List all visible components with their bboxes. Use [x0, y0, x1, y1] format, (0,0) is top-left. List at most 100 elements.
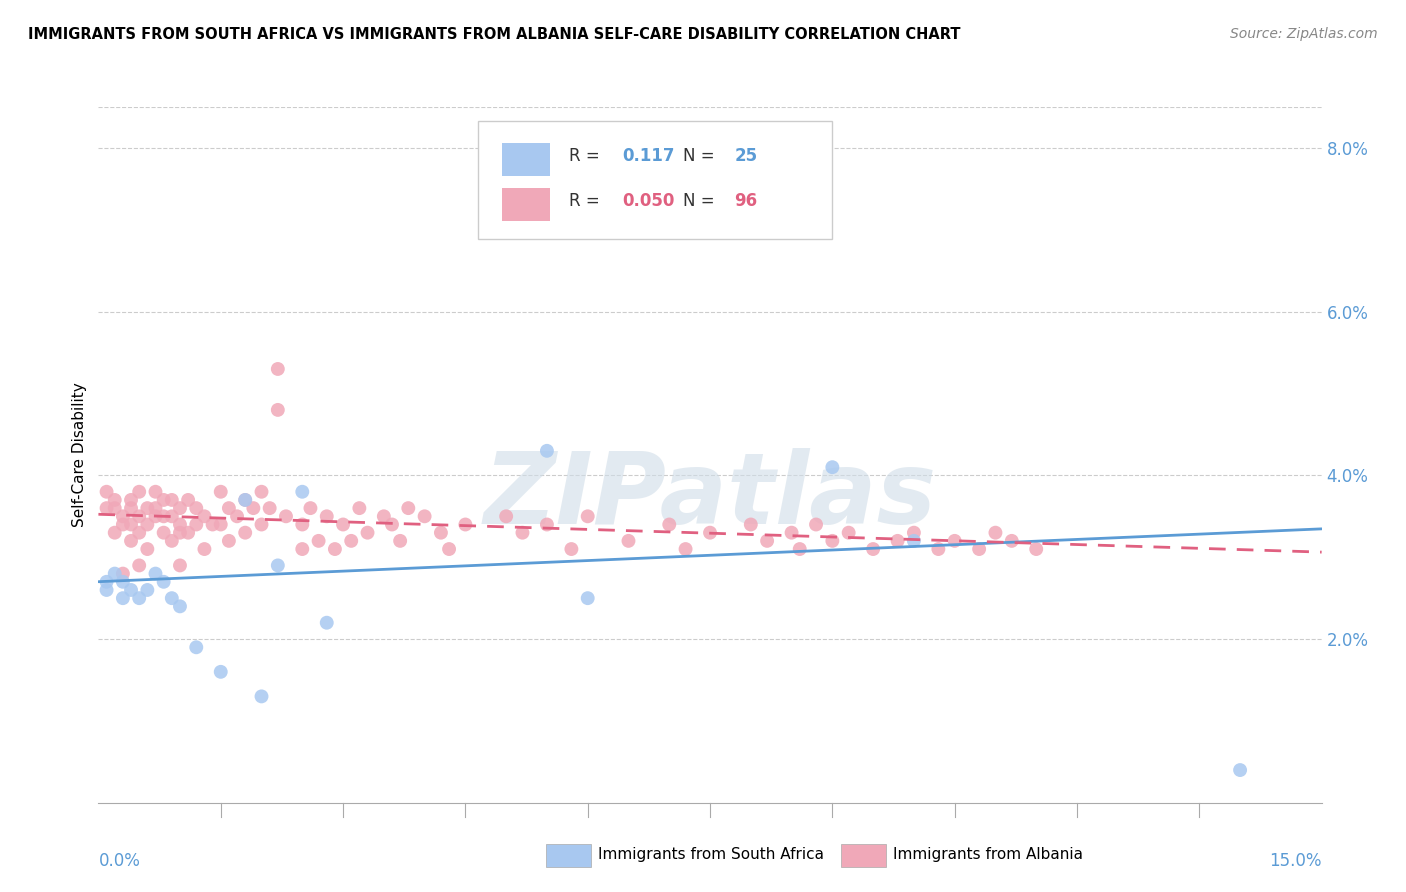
Point — [145, 501, 167, 516]
Point — [1001, 533, 1024, 548]
Point — [804, 517, 827, 532]
Point — [177, 492, 200, 507]
Point — [96, 582, 118, 597]
Point — [226, 509, 249, 524]
Point — [903, 533, 925, 548]
Point — [699, 525, 721, 540]
Point — [396, 501, 419, 516]
Point — [536, 443, 558, 458]
Point — [927, 542, 949, 557]
Point — [160, 509, 183, 524]
Point — [145, 509, 167, 524]
Point — [152, 574, 174, 589]
Point — [111, 517, 134, 532]
Point — [576, 509, 599, 524]
Point — [267, 362, 290, 376]
Point — [675, 542, 697, 557]
Point — [780, 525, 803, 540]
Point — [218, 533, 240, 548]
Point — [250, 517, 273, 532]
Text: R =: R = — [569, 147, 600, 165]
Point — [274, 509, 297, 524]
Point — [389, 533, 412, 548]
Point — [1229, 763, 1251, 777]
Point — [291, 484, 314, 499]
FancyBboxPatch shape — [502, 143, 550, 177]
Text: N =: N = — [683, 147, 714, 165]
Point — [152, 492, 174, 507]
Point — [259, 501, 281, 516]
Point — [96, 484, 118, 499]
Point — [430, 525, 453, 540]
Point — [617, 533, 640, 548]
Point — [145, 484, 167, 499]
Point — [104, 525, 127, 540]
Point — [201, 517, 224, 532]
Point — [160, 591, 183, 606]
Point — [209, 484, 232, 499]
Point — [104, 566, 127, 581]
Point — [96, 574, 118, 589]
Point — [104, 492, 127, 507]
Point — [120, 501, 142, 516]
Point — [267, 558, 290, 573]
Point — [821, 533, 844, 548]
Point — [340, 533, 363, 548]
Text: Source: ZipAtlas.com: Source: ZipAtlas.com — [1230, 27, 1378, 41]
Point — [120, 517, 142, 532]
Text: ZIPatlas: ZIPatlas — [484, 448, 936, 545]
Point — [267, 403, 290, 417]
Point — [838, 525, 860, 540]
Point — [233, 525, 256, 540]
Point — [943, 533, 966, 548]
Point — [186, 640, 208, 655]
Point — [740, 517, 762, 532]
Point — [186, 501, 208, 516]
Point — [862, 542, 884, 557]
Point — [381, 517, 404, 532]
Point — [658, 198, 681, 212]
Point — [495, 509, 517, 524]
Point — [560, 542, 582, 557]
Text: 0.117: 0.117 — [621, 147, 675, 165]
Point — [193, 509, 215, 524]
Point — [128, 525, 150, 540]
Text: N =: N = — [683, 192, 714, 210]
Text: 96: 96 — [734, 192, 758, 210]
Point — [756, 533, 779, 548]
Text: R =: R = — [569, 192, 600, 210]
Point — [323, 542, 346, 557]
Point — [120, 582, 142, 597]
Text: 25: 25 — [734, 147, 758, 165]
FancyBboxPatch shape — [478, 121, 832, 239]
Point — [218, 501, 240, 516]
Point — [136, 501, 159, 516]
Point — [789, 542, 811, 557]
Point — [984, 525, 1007, 540]
Point — [299, 501, 322, 516]
Point — [209, 517, 232, 532]
Point — [291, 542, 314, 557]
Point — [356, 525, 378, 540]
Point — [111, 566, 134, 581]
Point — [373, 509, 395, 524]
Point — [193, 542, 215, 557]
Point — [136, 582, 159, 597]
Point — [512, 525, 534, 540]
Text: 15.0%: 15.0% — [1270, 852, 1322, 870]
Point — [128, 591, 150, 606]
Point — [903, 525, 925, 540]
Point — [209, 665, 232, 679]
Point — [315, 615, 337, 630]
Point — [96, 501, 118, 516]
Point — [437, 542, 460, 557]
Point — [186, 517, 208, 532]
Point — [576, 591, 599, 606]
Point — [128, 484, 150, 499]
Point — [136, 517, 159, 532]
Point — [291, 517, 314, 532]
Point — [111, 591, 134, 606]
Point — [104, 501, 127, 516]
Text: 0.050: 0.050 — [621, 192, 675, 210]
Point — [169, 558, 191, 573]
